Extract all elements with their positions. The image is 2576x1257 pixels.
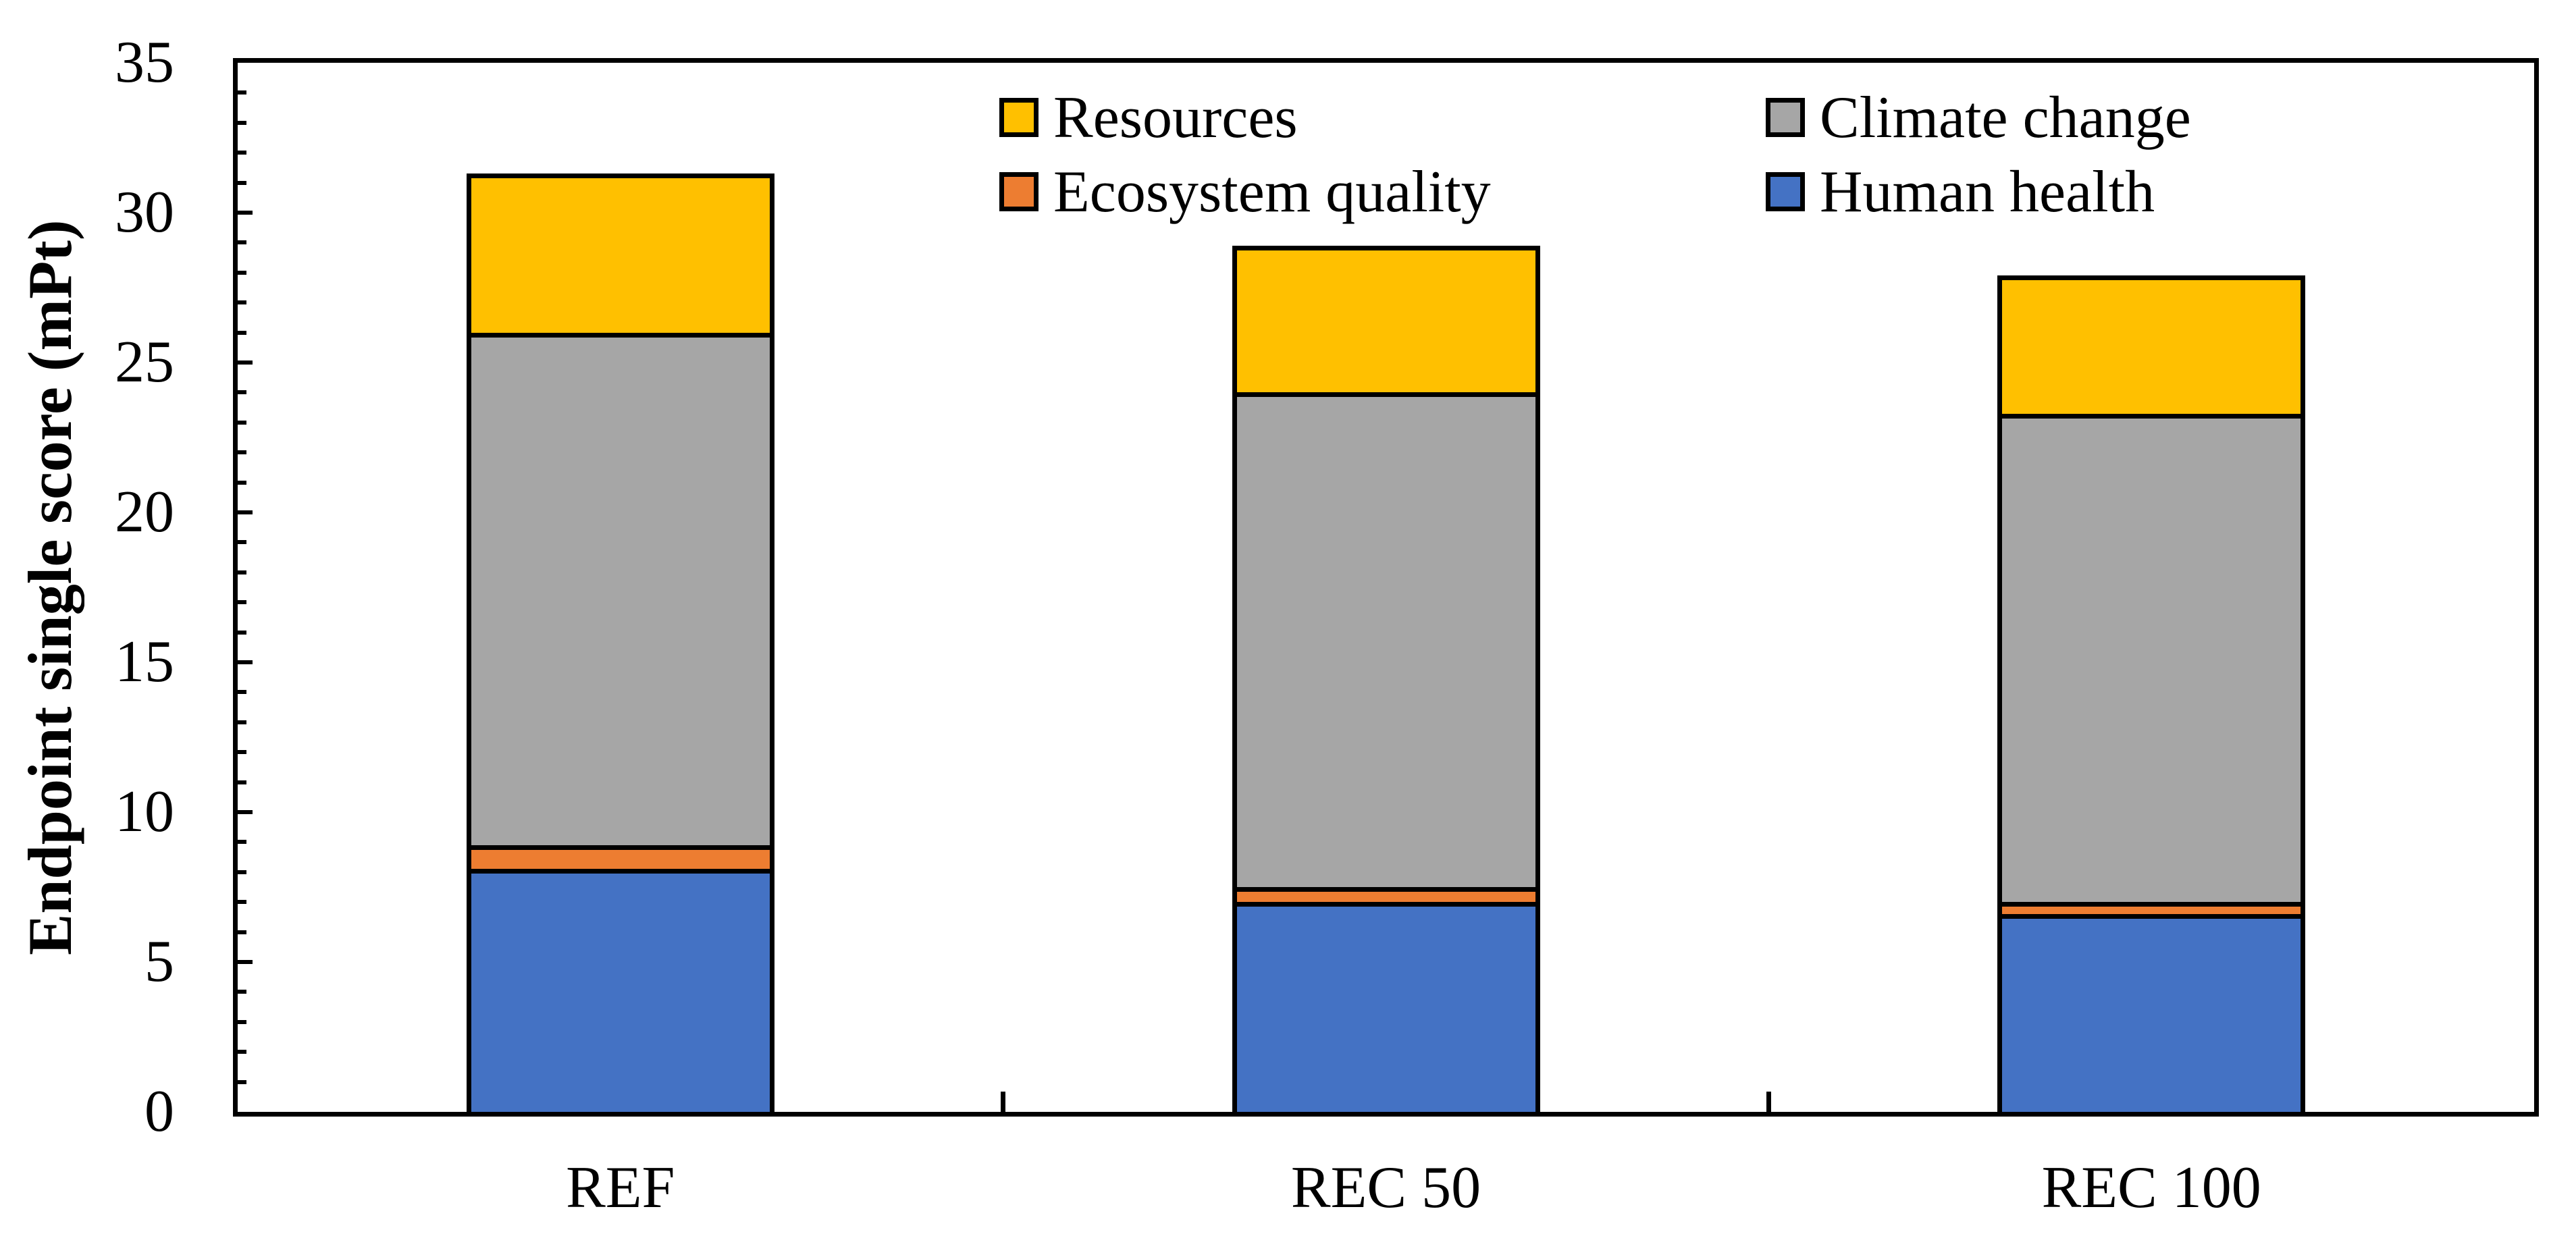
human-health-swatch-icon [1766, 172, 1805, 211]
y-minor-tick [238, 780, 246, 784]
x-category-label-rec-50: REC 50 [1290, 1155, 1481, 1221]
y-minor-tick [238, 450, 246, 455]
y-minor-tick [238, 330, 246, 335]
y-minor-tick [238, 240, 246, 245]
bar-segment-ecosystem-quality [2002, 902, 2301, 914]
y-major-tick [238, 211, 253, 215]
y-minor-tick [238, 720, 246, 724]
bar-segment-resources [471, 173, 770, 333]
bar-segment-resources [2002, 275, 2301, 414]
y-minor-tick [238, 480, 246, 485]
plot-area [233, 58, 2539, 1117]
stacked-bar-rec-50 [1232, 245, 1540, 1112]
y-major-tick [238, 960, 253, 964]
y-minor-tick [238, 930, 246, 934]
y-minor-tick [238, 390, 246, 395]
y-minor-tick [238, 270, 246, 275]
y-minor-tick [238, 120, 246, 125]
x-category-label-ref: REF [566, 1155, 675, 1221]
y-tick-label-25: 25 [115, 329, 174, 395]
legend-item-resources: Resources [999, 85, 1298, 151]
bar-segment-ecosystem-quality [471, 845, 770, 870]
bar-segment-human-health [2002, 914, 2301, 1112]
y-tick-label-30: 30 [115, 180, 174, 245]
y-minor-tick [238, 600, 246, 605]
y-minor-tick [238, 870, 246, 874]
ecosystem-quality-swatch-icon [999, 172, 1039, 211]
bar-segment-human-health [1236, 902, 1535, 1112]
y-tick-label-10: 10 [115, 779, 174, 845]
stacked-bar-ref [466, 173, 774, 1112]
x-boundary-tick [1766, 1092, 1771, 1112]
y-minor-tick [238, 1050, 246, 1054]
bar-segment-climate-change [2002, 413, 2301, 903]
y-minor-tick [238, 180, 246, 185]
y-major-tick [238, 510, 253, 514]
legend-label: Ecosystem quality [1053, 159, 1491, 225]
y-major-tick [238, 360, 253, 365]
stacked-bar-rec-100 [1997, 275, 2306, 1112]
bar-segment-ecosystem-quality [1236, 887, 1535, 903]
y-minor-tick [238, 1019, 246, 1024]
x-category-label-rec-100: REC 100 [2041, 1155, 2261, 1221]
bar-segment-human-health [471, 869, 770, 1112]
y-tick-label-0: 0 [144, 1079, 174, 1144]
y-tick-label-35: 35 [115, 30, 174, 95]
legend-item-human-health: Human health [1766, 159, 2155, 225]
legend-item-ecosystem-quality: Ecosystem quality [999, 159, 1491, 225]
y-minor-tick [238, 750, 246, 755]
y-tick-label-20: 20 [115, 479, 174, 545]
legend-label: Climate change [1820, 84, 2191, 151]
bar-segment-resources [1236, 245, 1535, 393]
legend-item-climate-change: Climate change [1766, 85, 2191, 151]
climate-change-swatch-icon [1766, 98, 1805, 137]
y-major-tick [238, 810, 253, 814]
y-minor-tick [238, 90, 246, 95]
y-minor-tick [238, 690, 246, 695]
y-minor-tick [238, 840, 246, 845]
x-boundary-tick [1001, 1092, 1006, 1112]
y-minor-tick [238, 420, 246, 425]
resources-swatch-icon [999, 98, 1039, 137]
y-minor-tick [238, 900, 246, 905]
y-tick-label-15: 15 [115, 629, 174, 695]
y-minor-tick [238, 151, 246, 155]
y-minor-tick [238, 540, 246, 545]
y-tick-label-5: 5 [144, 929, 174, 994]
y-minor-tick [238, 990, 246, 994]
y-minor-tick [238, 570, 246, 574]
bar-segment-climate-change [471, 332, 770, 845]
y-minor-tick [238, 1079, 246, 1084]
bar-segment-climate-change [1236, 392, 1535, 887]
legend-label: Resources [1053, 84, 1298, 151]
y-minor-tick [238, 630, 246, 635]
y-major-tick [238, 660, 253, 664]
y-minor-tick [238, 300, 246, 305]
legend-label: Human health [1820, 159, 2155, 225]
